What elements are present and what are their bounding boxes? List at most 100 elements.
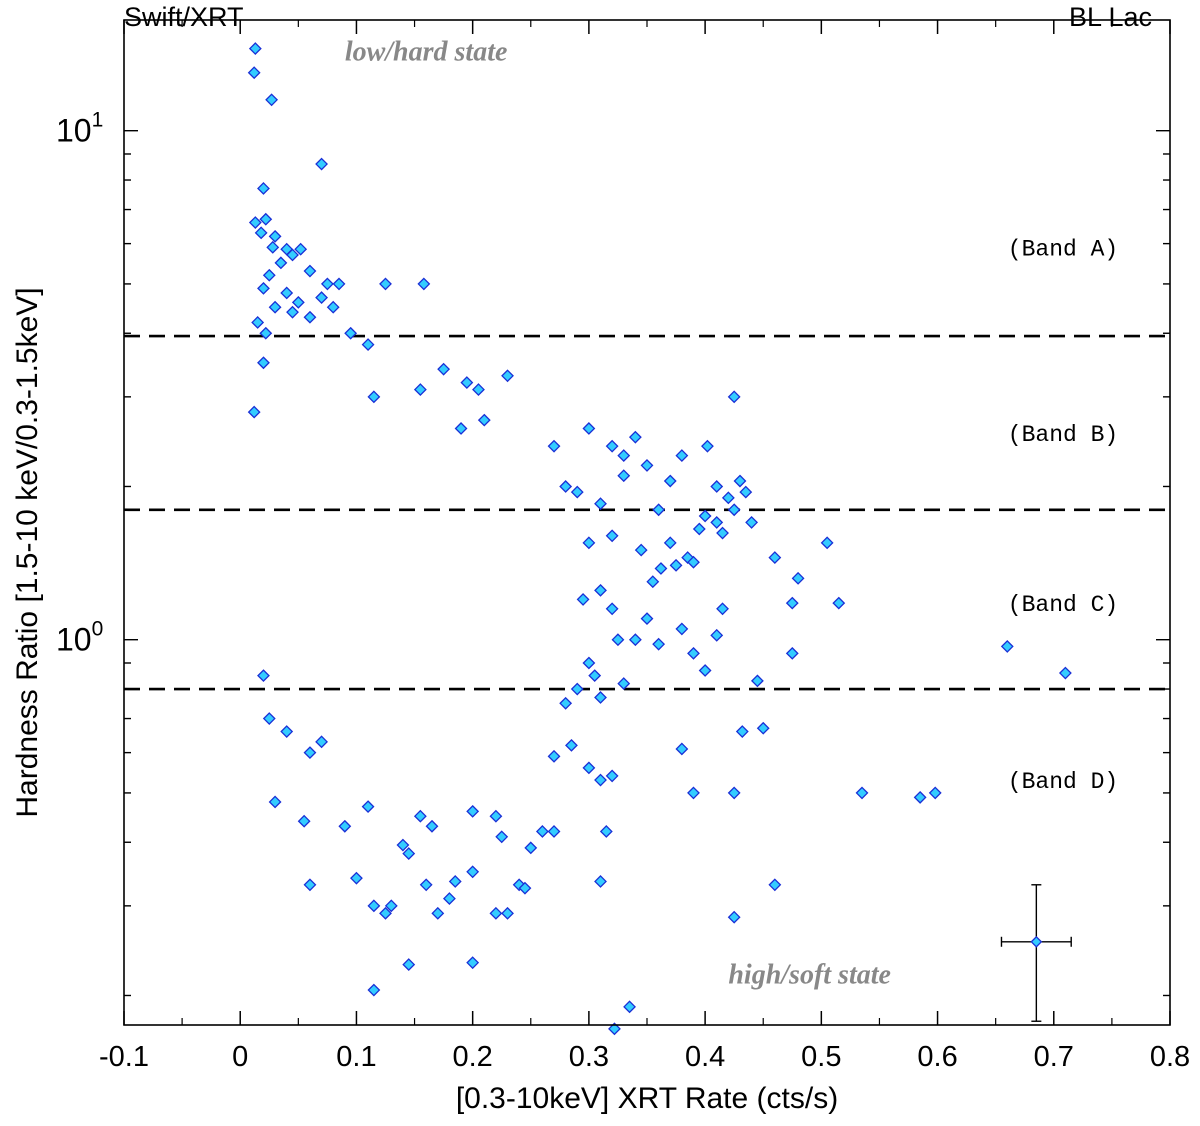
scatter-point (472, 383, 485, 397)
scatter-point (396, 838, 410, 852)
scatter-point (257, 281, 270, 295)
scatter-point (608, 1022, 621, 1036)
band-label: (Band D) (1008, 769, 1118, 795)
scatter-point (687, 646, 700, 660)
scatter-point (832, 596, 846, 610)
scatter-point (303, 264, 317, 278)
scatter-point (303, 746, 317, 760)
scatter-point (501, 369, 514, 383)
scatter-point (547, 439, 561, 453)
scatter-point (605, 769, 619, 783)
scatter-point (634, 543, 648, 557)
scatter-point (628, 430, 642, 444)
x-tick-label: 0.5 (801, 1041, 841, 1073)
scatter-point (259, 212, 273, 226)
scatter-point (437, 362, 451, 376)
x-tick-label: 0.1 (336, 1041, 376, 1073)
scatter-point (501, 906, 514, 920)
scatter-point (640, 612, 654, 626)
scatter-point (379, 906, 392, 920)
scatter-point (681, 551, 695, 564)
scatter-point (669, 558, 683, 572)
scatter-point (701, 439, 714, 453)
x-tick-label: 0.4 (685, 1041, 725, 1073)
scatter-point (384, 899, 398, 913)
scatter-point (675, 449, 689, 463)
scatter-point (268, 795, 282, 809)
scatter-point (425, 819, 439, 833)
y-tick-label: 100 (56, 618, 103, 658)
band-labels: (Band A) (Band B) (Band C) (Band D) (1008, 236, 1118, 795)
scatter-point (913, 790, 927, 804)
x-tick-labels: -0.1 0 0.1 0.2 0.3 0.4 0.5 0.6 0.7 0.8 (99, 1041, 1190, 1073)
scatter-point (466, 804, 480, 818)
scatter-point (582, 656, 596, 670)
scatter-point (1000, 640, 1014, 653)
scatter-point (594, 875, 607, 888)
scatter-point (518, 881, 532, 895)
scatter-point (582, 536, 596, 550)
scatter-point (294, 242, 308, 256)
state-annotations: low/hard state high/soft state (345, 37, 891, 991)
scatter-point (756, 721, 770, 735)
scatter-point (675, 622, 689, 636)
scatter-point (617, 677, 631, 690)
scatter-point (628, 633, 642, 647)
scatter-point (524, 841, 538, 855)
scatter-point (315, 291, 328, 305)
scatter-point (820, 536, 834, 550)
scatter-point (495, 830, 509, 844)
scatter-point (594, 773, 607, 787)
scatter-point (535, 825, 549, 838)
scatter-point (727, 503, 741, 517)
scatter-point (710, 515, 724, 529)
band-threshold-lines (124, 334, 1170, 691)
scatter-point (594, 583, 607, 597)
scatter-point (268, 229, 282, 243)
scatter-point (254, 226, 268, 240)
band-label: (Band C) (1008, 592, 1118, 618)
scatter-point (280, 725, 294, 738)
band-label: (Band B) (1008, 422, 1118, 448)
scatter-point (652, 637, 666, 651)
y-tick-label: 101 (56, 109, 103, 149)
scatter-point (413, 383, 427, 397)
scatter-point (265, 93, 279, 107)
x-tick-label: 0.3 (569, 1041, 609, 1073)
scatter-point (652, 503, 666, 517)
plot-frame (123, 19, 1171, 1026)
scatter-point (727, 910, 741, 924)
scatter-point (687, 786, 700, 800)
scatter-point (623, 1000, 636, 1014)
scatter-point (466, 956, 480, 970)
sample-error-bar (1000, 884, 1072, 1022)
scatter-point (280, 286, 294, 300)
scatter-point (576, 592, 590, 606)
scatter-point (326, 300, 340, 314)
scatter-point (768, 551, 782, 564)
scatter-point (291, 295, 305, 309)
scatter-point (448, 875, 462, 888)
scatter-point (727, 390, 741, 404)
scatter-point (750, 674, 764, 688)
scatter-point (785, 596, 799, 610)
scatter-point (419, 878, 433, 892)
scatter-point (367, 899, 381, 913)
scatter-point (716, 526, 729, 540)
x-tick-label: 0.2 (453, 1041, 493, 1073)
scatter-point (402, 847, 416, 861)
scatter-point (565, 738, 578, 752)
scatter-point (605, 439, 619, 453)
scatter-point (733, 474, 747, 488)
scatter-point (361, 800, 375, 814)
x-tick-label: -0.1 (99, 1041, 149, 1073)
scatter-point (663, 474, 677, 488)
scatter-point (297, 814, 311, 828)
scatter-point (257, 356, 270, 370)
scatter-point (605, 602, 619, 616)
axis-ticks (123, 20, 1171, 1025)
scatter-point (247, 66, 261, 80)
scatter-point (1058, 666, 1072, 680)
scatter-point (570, 485, 584, 499)
